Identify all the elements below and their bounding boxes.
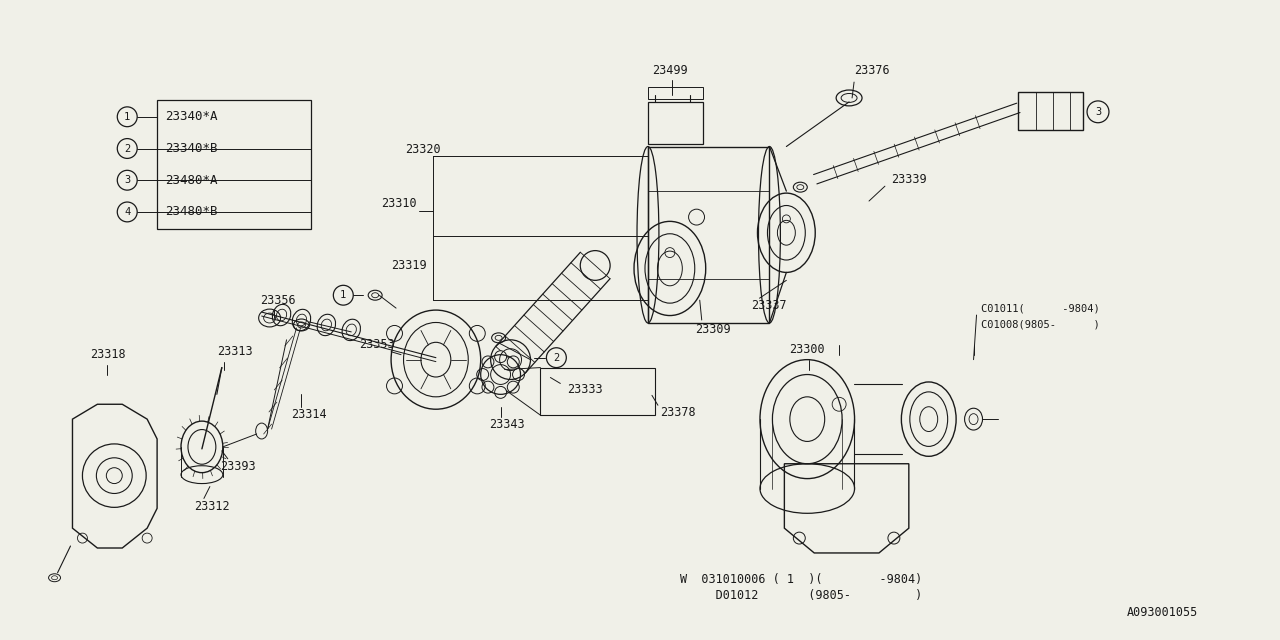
Text: 23343: 23343: [489, 417, 525, 431]
Circle shape: [118, 170, 137, 190]
Circle shape: [118, 107, 137, 127]
Circle shape: [547, 348, 566, 367]
Text: 23378: 23378: [660, 406, 695, 419]
Text: 23340*A: 23340*A: [165, 110, 218, 124]
Text: 23318: 23318: [91, 348, 125, 361]
Text: 23376: 23376: [854, 64, 890, 77]
Text: C01008(9805-      ): C01008(9805- ): [980, 320, 1100, 330]
Text: 3: 3: [1094, 107, 1101, 117]
Text: 23480*A: 23480*A: [165, 173, 218, 187]
Bar: [540, 367, 655, 415]
Circle shape: [118, 139, 137, 159]
Bar: [648, 102, 703, 143]
Text: 23356: 23356: [260, 294, 296, 307]
Text: 1: 1: [340, 290, 347, 300]
Circle shape: [118, 202, 137, 222]
Text: 23314: 23314: [292, 408, 328, 420]
Circle shape: [512, 369, 525, 380]
Bar: [648, 147, 769, 323]
Text: 23340*B: 23340*B: [165, 142, 218, 155]
Text: 23320: 23320: [404, 143, 440, 156]
Text: 3: 3: [124, 175, 131, 185]
Bar: [648, 87, 703, 99]
Bar: [1019, 92, 1083, 130]
Circle shape: [483, 381, 494, 393]
Circle shape: [483, 356, 494, 368]
Text: 23337: 23337: [751, 299, 787, 312]
Circle shape: [507, 356, 520, 368]
Text: A093001055: A093001055: [1126, 606, 1198, 619]
Text: 23353: 23353: [360, 339, 394, 351]
Bar: [157, 100, 311, 228]
Text: 1: 1: [124, 112, 131, 122]
Text: 23393: 23393: [220, 460, 256, 473]
Circle shape: [494, 351, 507, 363]
Circle shape: [1087, 101, 1108, 123]
Text: 23499: 23499: [652, 64, 687, 77]
Circle shape: [494, 387, 507, 398]
Text: 23319: 23319: [392, 259, 426, 272]
Text: C01011(      -9804): C01011( -9804): [980, 303, 1100, 313]
Text: 23312: 23312: [195, 500, 229, 513]
Text: 23310: 23310: [381, 196, 417, 209]
Text: 2: 2: [553, 353, 559, 363]
Circle shape: [333, 285, 353, 305]
Text: 23333: 23333: [567, 383, 603, 396]
Circle shape: [507, 381, 520, 393]
Circle shape: [476, 369, 489, 380]
Text: 23300: 23300: [790, 343, 826, 356]
Text: W  031010006 ( 1  )(        -9804): W 031010006 ( 1 )( -9804): [680, 573, 922, 586]
Text: 4: 4: [124, 207, 131, 217]
Text: 2: 2: [124, 143, 131, 154]
Text: 23339: 23339: [891, 173, 927, 186]
Text: 23313: 23313: [216, 345, 252, 358]
Text: D01012       (9805-         ): D01012 (9805- ): [680, 589, 922, 602]
Text: 23480*B: 23480*B: [165, 205, 218, 218]
Text: 23309: 23309: [695, 323, 731, 337]
